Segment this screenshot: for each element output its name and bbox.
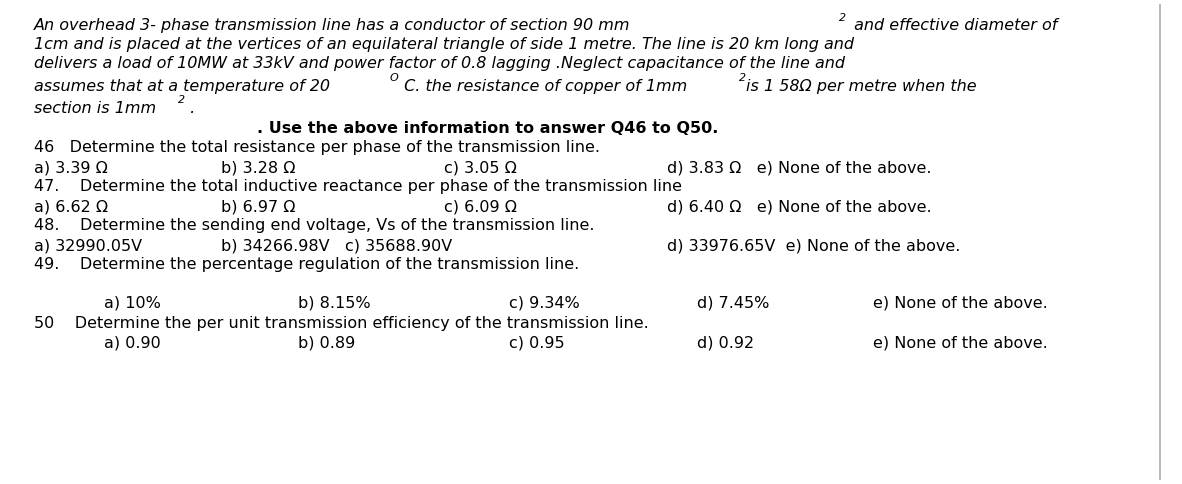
Text: c) 3.05 Ω: c) 3.05 Ω: [444, 160, 518, 175]
Text: is 1 58Ω per metre when the: is 1 58Ω per metre when the: [746, 79, 976, 94]
Text: b) 3.28 Ω: b) 3.28 Ω: [221, 160, 296, 175]
Text: e) None of the above.: e) None of the above.: [872, 336, 1047, 351]
Text: An overhead 3- phase transmission line has a conductor of section 90 mm: An overhead 3- phase transmission line h…: [33, 18, 630, 33]
Text: O: O: [389, 73, 398, 83]
Text: d) 6.40 Ω   e) None of the above.: d) 6.40 Ω e) None of the above.: [668, 199, 931, 214]
Text: e) None of the above.: e) None of the above.: [872, 295, 1047, 310]
Text: 48.    Determine the sending end voltage, Vs of the transmission line.: 48. Determine the sending end voltage, V…: [33, 218, 595, 233]
Text: b) 8.15%: b) 8.15%: [298, 295, 370, 310]
Text: 46   Determine the total resistance per phase of the transmission line.: 46 Determine the total resistance per ph…: [33, 140, 599, 155]
Text: 1cm and is placed at the vertices of an equilateral triangle of side 1 metre. Th: 1cm and is placed at the vertices of an …: [33, 37, 853, 52]
Text: c) 9.34%: c) 9.34%: [508, 295, 579, 310]
Text: d) 33976.65V  e) None of the above.: d) 33976.65V e) None of the above.: [668, 238, 961, 253]
Text: a) 3.39 Ω: a) 3.39 Ω: [33, 160, 108, 175]
Text: and effective diameter of: and effective diameter of: [849, 18, 1058, 33]
Text: 49.    Determine the percentage regulation of the transmission line.: 49. Determine the percentage regulation …: [33, 257, 579, 272]
Text: a) 0.90: a) 0.90: [104, 336, 161, 351]
Text: c) 0.95: c) 0.95: [508, 336, 565, 351]
Text: . Use the above information to answer Q46 to Q50.: . Use the above information to answer Q4…: [256, 121, 717, 136]
Text: d) 0.92: d) 0.92: [696, 336, 754, 351]
Text: d) 7.45%: d) 7.45%: [696, 295, 769, 310]
Text: .: .: [184, 101, 195, 116]
Text: 47.    Determine the total inductive reactance per phase of the transmission lin: 47. Determine the total inductive reacta…: [33, 179, 682, 194]
Text: a) 10%: a) 10%: [104, 295, 161, 310]
Text: 50    Determine the per unit transmission efficiency of the transmission line.: 50 Determine the per unit transmission e…: [33, 316, 648, 331]
Text: 2: 2: [739, 73, 746, 83]
Text: c) 6.09 Ω: c) 6.09 Ω: [444, 199, 518, 214]
Text: 2: 2: [839, 13, 846, 23]
Text: d) 3.83 Ω   e) None of the above.: d) 3.83 Ω e) None of the above.: [668, 160, 931, 175]
Text: section is 1mm: section is 1mm: [33, 101, 156, 116]
Text: b) 0.89: b) 0.89: [298, 336, 355, 351]
Text: a) 32990.05V: a) 32990.05V: [33, 238, 142, 253]
Text: b) 6.97 Ω: b) 6.97 Ω: [221, 199, 296, 214]
Text: C. the resistance of copper of 1mm: C. the resistance of copper of 1mm: [398, 79, 687, 94]
Text: 2: 2: [177, 95, 186, 106]
Text: a) 6.62 Ω: a) 6.62 Ω: [33, 199, 108, 214]
Text: delivers a load of 10MW at 33kV and power factor of 0.8 lagging .Neglect capacit: delivers a load of 10MW at 33kV and powe…: [33, 57, 844, 72]
Text: b) 34266.98V   c) 35688.90V: b) 34266.98V c) 35688.90V: [221, 238, 453, 253]
Text: assumes that at a temperature of 20: assumes that at a temperature of 20: [33, 79, 330, 94]
